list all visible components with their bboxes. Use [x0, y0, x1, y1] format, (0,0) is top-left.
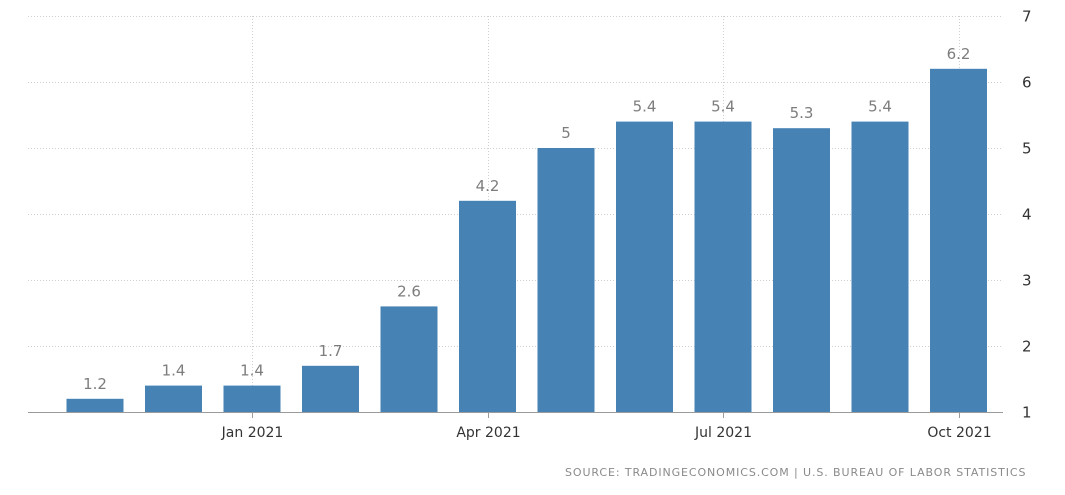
y-tick-label: 7: [1022, 8, 1032, 26]
x-tick-label: Jan 2021: [221, 425, 284, 441]
data-label: 4.2: [476, 177, 500, 195]
y-tick-label: 2: [1022, 338, 1032, 356]
data-label: 5.4: [711, 98, 735, 116]
y-axis: 1 2 3 4 5 6 7: [1022, 8, 1032, 422]
y-tick-label: 4: [1022, 206, 1032, 224]
source-note: SOURCE: TRADINGECONOMICS.COM | U.S. BURE…: [565, 466, 1027, 479]
y-tick-label: 3: [1022, 272, 1032, 290]
bar: [773, 128, 830, 412]
bar: [851, 121, 909, 412]
bar: [616, 121, 673, 412]
data-label: 1.7: [319, 342, 343, 360]
bar: [223, 385, 281, 412]
bar: [930, 68, 987, 413]
bar: [459, 200, 516, 412]
y-tick-label: 5: [1022, 140, 1032, 158]
bar: [537, 148, 595, 412]
bar: [66, 398, 124, 412]
data-label: 6.2: [947, 45, 971, 63]
y-tick-label: 6: [1022, 74, 1032, 92]
data-label: 5.4: [633, 98, 657, 116]
bar: [145, 385, 202, 412]
x-tick-label: Oct 2021: [927, 425, 991, 441]
bar: [380, 306, 438, 412]
data-label: 5: [561, 124, 571, 142]
data-labels-layer: 1.2 1.4 1.4 1.7 2.6 4.2 5 5.4 5.4 5.3 5.4 6.2: [83, 45, 970, 393]
bar: [694, 121, 752, 412]
data-label: 5.4: [868, 98, 892, 116]
x-tick-label: Apr 2021: [456, 425, 520, 441]
x-tick-label: Jul 2021: [694, 425, 752, 441]
data-label: 1.4: [240, 362, 264, 380]
data-label: 1.2: [83, 375, 107, 393]
y-tick-label: 1: [1022, 404, 1032, 422]
data-label: 1.4: [162, 362, 186, 380]
bars-layer: [66, 68, 987, 413]
data-label: 5.3: [790, 104, 814, 122]
x-axis: Jan 2021 Apr 2021 Jul 2021 Oct 2021: [28, 412, 1003, 441]
data-label: 2.6: [397, 282, 421, 300]
bar: [302, 365, 359, 412]
